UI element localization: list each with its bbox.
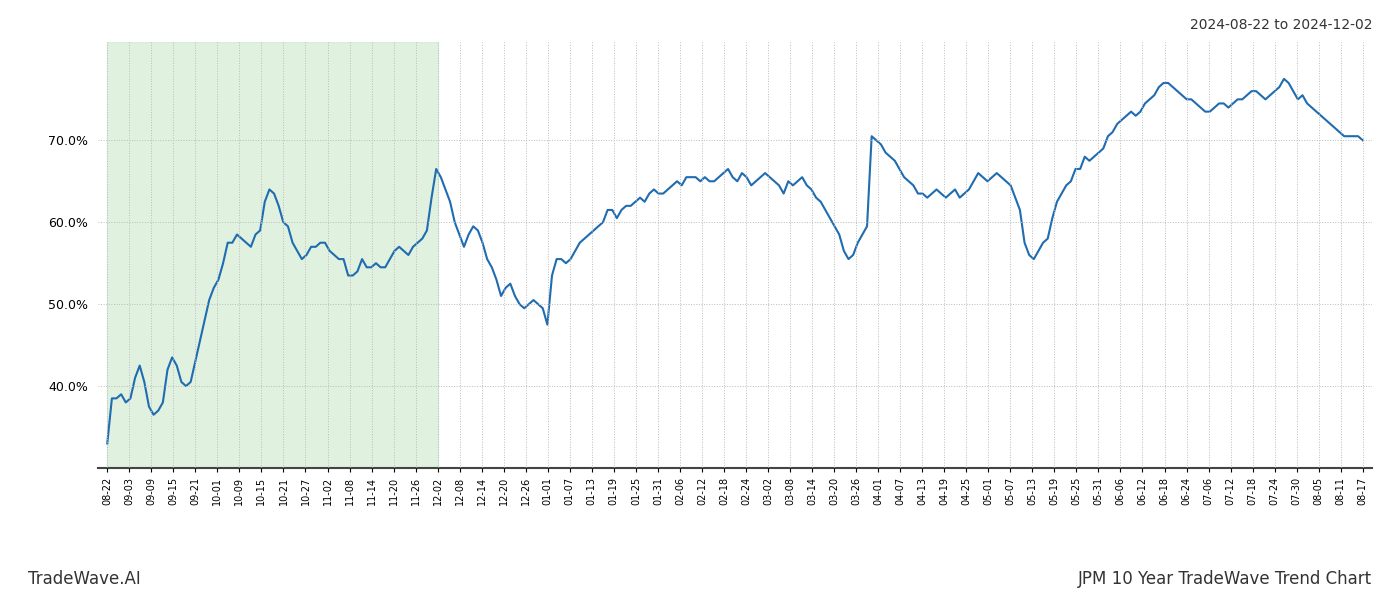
Text: TradeWave.AI: TradeWave.AI xyxy=(28,570,141,588)
Text: 2024-08-22 to 2024-12-02: 2024-08-22 to 2024-12-02 xyxy=(1190,18,1372,32)
Text: JPM 10 Year TradeWave Trend Chart: JPM 10 Year TradeWave Trend Chart xyxy=(1078,570,1372,588)
Bar xyxy=(108,42,438,468)
